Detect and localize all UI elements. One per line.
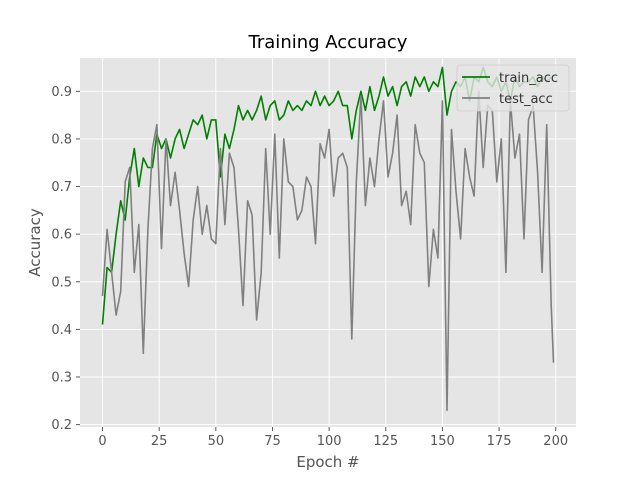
- x-tick-label: 25: [151, 434, 168, 449]
- series-line-test-acc: [101, 90, 555, 412]
- x-tick-label: 200: [543, 434, 568, 449]
- x-axis-title: Epoch #: [296, 453, 359, 471]
- x-tick-label: 50: [208, 434, 225, 449]
- x-tick-label: 125: [373, 434, 398, 449]
- y-tick-label: 0.5: [51, 275, 72, 290]
- chart-title: Training Accuracy: [248, 32, 408, 53]
- axis-ticks: 0 25 50 75 100 125 150 175 200 0.2 0.3 0.4 0.5 0.6 0.7…: [51, 85, 568, 449]
- y-tick-label: 0.6: [51, 228, 72, 243]
- x-tick-label: 175: [487, 434, 512, 449]
- x-tick-label: 0: [98, 434, 106, 449]
- y-tick-label: 0.3: [51, 371, 72, 386]
- grid: [80, 58, 576, 427]
- y-tick-label: 0.9: [51, 85, 72, 100]
- legend-label-test-acc: test_acc: [499, 92, 553, 107]
- legend: train_acc test_acc: [456, 64, 570, 112]
- y-tick-label: 0.4: [51, 323, 72, 338]
- y-tick-label: 0.7: [51, 180, 72, 195]
- y-tick-label: 0.2: [51, 418, 72, 433]
- y-tick-label: 0.8: [51, 132, 72, 147]
- x-tick-label: 75: [264, 434, 281, 449]
- x-tick-label: 150: [430, 434, 455, 449]
- legend-label-train-acc: train_acc: [499, 71, 558, 86]
- y-axis-title: Accuracy: [26, 208, 44, 277]
- plot-area: [80, 58, 576, 427]
- x-tick-label: 100: [317, 434, 342, 449]
